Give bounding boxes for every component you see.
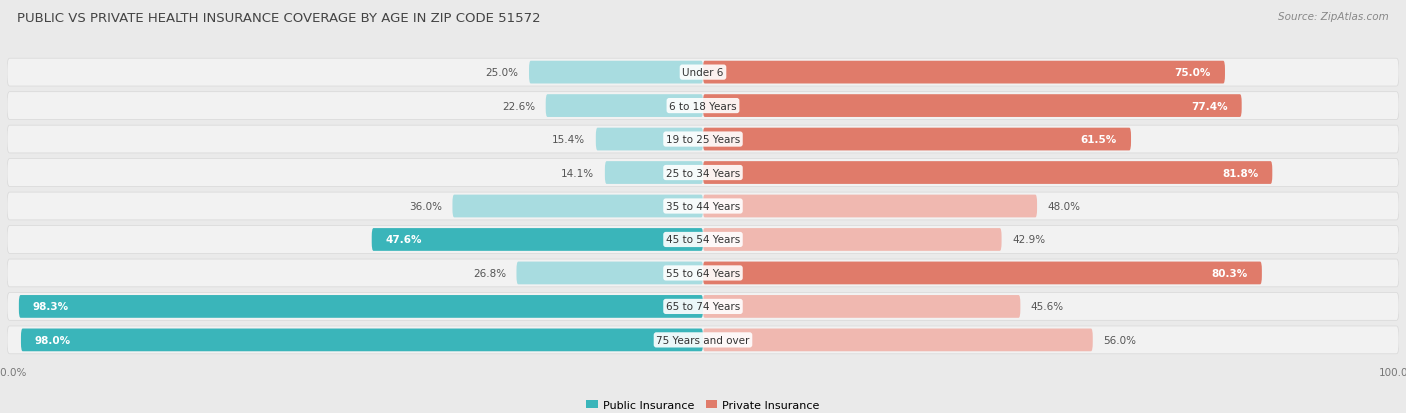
- FancyBboxPatch shape: [703, 95, 1241, 118]
- FancyBboxPatch shape: [596, 128, 703, 151]
- FancyBboxPatch shape: [703, 162, 1272, 185]
- FancyBboxPatch shape: [453, 195, 703, 218]
- FancyBboxPatch shape: [18, 295, 703, 318]
- Text: 75 Years and over: 75 Years and over: [657, 335, 749, 345]
- FancyBboxPatch shape: [21, 329, 703, 351]
- Text: 48.0%: 48.0%: [1047, 202, 1080, 211]
- Text: 15.4%: 15.4%: [553, 135, 585, 145]
- Text: Source: ZipAtlas.com: Source: ZipAtlas.com: [1278, 12, 1389, 22]
- FancyBboxPatch shape: [703, 262, 1261, 285]
- Text: 55 to 64 Years: 55 to 64 Years: [666, 268, 740, 278]
- Text: 19 to 25 Years: 19 to 25 Years: [666, 135, 740, 145]
- FancyBboxPatch shape: [7, 293, 1399, 320]
- Text: 98.3%: 98.3%: [32, 301, 69, 312]
- Text: 25.0%: 25.0%: [485, 68, 519, 78]
- Text: 65 to 74 Years: 65 to 74 Years: [666, 301, 740, 312]
- FancyBboxPatch shape: [703, 295, 1021, 318]
- Legend: Public Insurance, Private Insurance: Public Insurance, Private Insurance: [582, 395, 824, 413]
- Text: 45.6%: 45.6%: [1031, 301, 1064, 312]
- Text: 14.1%: 14.1%: [561, 168, 595, 178]
- Text: 22.6%: 22.6%: [502, 101, 536, 112]
- Text: 61.5%: 61.5%: [1081, 135, 1118, 145]
- FancyBboxPatch shape: [7, 126, 1399, 154]
- FancyBboxPatch shape: [605, 162, 703, 185]
- FancyBboxPatch shape: [7, 159, 1399, 187]
- FancyBboxPatch shape: [7, 259, 1399, 287]
- Text: 77.4%: 77.4%: [1191, 101, 1227, 112]
- FancyBboxPatch shape: [703, 195, 1038, 218]
- FancyBboxPatch shape: [703, 329, 1092, 351]
- FancyBboxPatch shape: [371, 228, 703, 251]
- FancyBboxPatch shape: [529, 62, 703, 84]
- Text: Under 6: Under 6: [682, 68, 724, 78]
- FancyBboxPatch shape: [7, 192, 1399, 221]
- Text: 35 to 44 Years: 35 to 44 Years: [666, 202, 740, 211]
- FancyBboxPatch shape: [516, 262, 703, 285]
- Text: 36.0%: 36.0%: [409, 202, 441, 211]
- Text: 6 to 18 Years: 6 to 18 Years: [669, 101, 737, 112]
- FancyBboxPatch shape: [703, 62, 1225, 84]
- FancyBboxPatch shape: [7, 93, 1399, 120]
- Text: 98.0%: 98.0%: [35, 335, 70, 345]
- FancyBboxPatch shape: [7, 226, 1399, 254]
- Text: 25 to 34 Years: 25 to 34 Years: [666, 168, 740, 178]
- Text: 26.8%: 26.8%: [472, 268, 506, 278]
- Text: 75.0%: 75.0%: [1174, 68, 1211, 78]
- FancyBboxPatch shape: [7, 59, 1399, 87]
- Text: 47.6%: 47.6%: [385, 235, 422, 245]
- Text: 81.8%: 81.8%: [1222, 168, 1258, 178]
- FancyBboxPatch shape: [7, 326, 1399, 354]
- FancyBboxPatch shape: [703, 228, 1001, 251]
- Text: 42.9%: 42.9%: [1012, 235, 1045, 245]
- FancyBboxPatch shape: [546, 95, 703, 118]
- Text: PUBLIC VS PRIVATE HEALTH INSURANCE COVERAGE BY AGE IN ZIP CODE 51572: PUBLIC VS PRIVATE HEALTH INSURANCE COVER…: [17, 12, 540, 25]
- Text: 45 to 54 Years: 45 to 54 Years: [666, 235, 740, 245]
- FancyBboxPatch shape: [703, 128, 1130, 151]
- Text: 80.3%: 80.3%: [1212, 268, 1249, 278]
- Text: 56.0%: 56.0%: [1104, 335, 1136, 345]
